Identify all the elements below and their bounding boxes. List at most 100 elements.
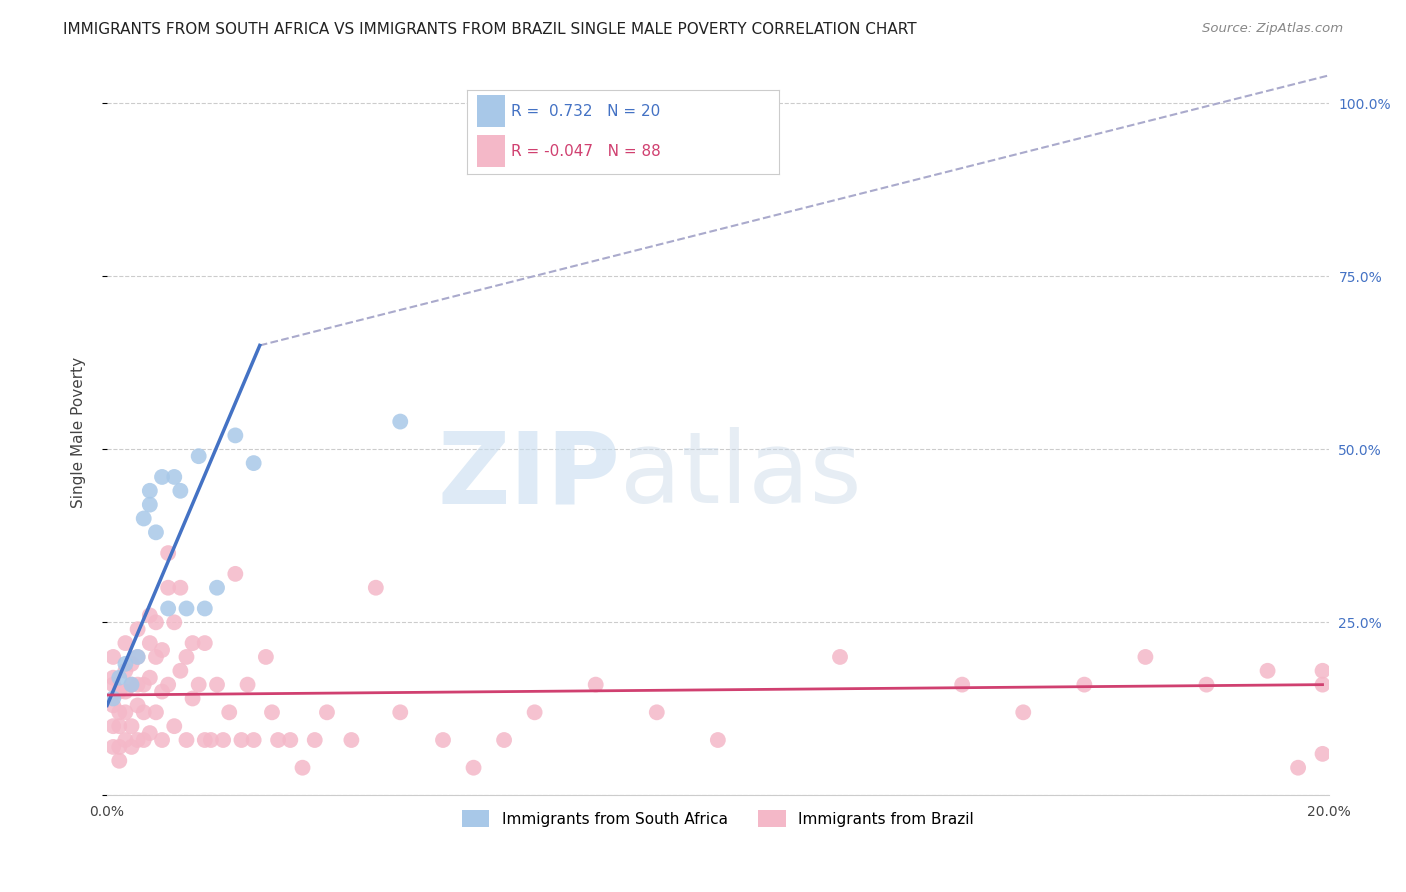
- Point: [101, 671, 124, 685]
- Point: [463, 761, 485, 775]
- Point: [340, 733, 363, 747]
- Point: [157, 581, 180, 595]
- Point: [278, 733, 301, 747]
- Point: [121, 739, 143, 754]
- Point: [132, 706, 155, 720]
- Point: [121, 719, 143, 733]
- Point: [212, 733, 235, 747]
- Point: [108, 754, 131, 768]
- Text: Source: ZipAtlas.com: Source: ZipAtlas.com: [1202, 22, 1343, 36]
- Point: [242, 733, 264, 747]
- Point: [127, 678, 149, 692]
- Point: [169, 483, 191, 498]
- Legend: Immigrants from South Africa, Immigrants from Brazil: Immigrants from South Africa, Immigrants…: [454, 802, 981, 835]
- Point: [114, 706, 136, 720]
- Point: [224, 428, 246, 442]
- Point: [157, 546, 180, 560]
- Point: [205, 581, 228, 595]
- Point: [101, 719, 124, 733]
- Point: [101, 649, 124, 664]
- Point: [1312, 664, 1334, 678]
- Text: IMMIGRANTS FROM SOUTH AFRICA VS IMMIGRANTS FROM BRAZIL SINGLE MALE POVERTY CORRE: IMMIGRANTS FROM SOUTH AFRICA VS IMMIGRAN…: [63, 22, 917, 37]
- Point: [950, 678, 973, 692]
- Point: [181, 636, 204, 650]
- Point: [114, 684, 136, 698]
- Point: [108, 706, 131, 720]
- Point: [127, 649, 149, 664]
- Point: [139, 483, 162, 498]
- Point: [139, 671, 162, 685]
- Point: [187, 449, 209, 463]
- Point: [163, 719, 186, 733]
- Point: [254, 649, 277, 664]
- Point: [187, 678, 209, 692]
- Point: [236, 678, 259, 692]
- Point: [645, 706, 668, 720]
- Point: [150, 733, 173, 747]
- Point: [108, 739, 131, 754]
- Point: [1135, 649, 1157, 664]
- Point: [1312, 747, 1334, 761]
- Point: [101, 739, 124, 754]
- Point: [108, 671, 131, 685]
- Point: [176, 601, 198, 615]
- Point: [114, 657, 136, 671]
- Point: [585, 678, 607, 692]
- Point: [224, 566, 246, 581]
- Text: ZIP: ZIP: [437, 427, 620, 524]
- Point: [194, 601, 217, 615]
- Point: [364, 581, 387, 595]
- Point: [157, 678, 180, 692]
- Point: [494, 733, 516, 747]
- Point: [169, 664, 191, 678]
- Text: atlas: atlas: [620, 427, 862, 524]
- Point: [145, 615, 167, 630]
- Point: [194, 636, 217, 650]
- Point: [304, 733, 326, 747]
- Point: [132, 511, 155, 525]
- Point: [121, 678, 143, 692]
- Point: [127, 733, 149, 747]
- Point: [218, 706, 240, 720]
- Point: [145, 706, 167, 720]
- Point: [1257, 664, 1279, 678]
- Point: [150, 684, 173, 698]
- Point: [145, 525, 167, 540]
- Point: [432, 733, 454, 747]
- Point: [316, 706, 339, 720]
- Point: [1312, 678, 1334, 692]
- Point: [139, 498, 162, 512]
- Point: [150, 643, 173, 657]
- Point: [828, 649, 851, 664]
- Point: [707, 733, 730, 747]
- Point: [1286, 761, 1309, 775]
- Point: [200, 733, 222, 747]
- Point: [291, 761, 314, 775]
- Point: [169, 581, 191, 595]
- Point: [127, 649, 149, 664]
- Point: [1012, 706, 1035, 720]
- Point: [139, 608, 162, 623]
- Point: [523, 706, 546, 720]
- Point: [101, 691, 124, 706]
- Point: [389, 706, 412, 720]
- Point: [121, 678, 143, 692]
- Point: [127, 622, 149, 636]
- Point: [114, 664, 136, 678]
- Point: [132, 733, 155, 747]
- Point: [267, 733, 290, 747]
- Point: [139, 636, 162, 650]
- Point: [150, 470, 173, 484]
- Point: [145, 649, 167, 664]
- Point: [101, 678, 124, 692]
- Point: [108, 719, 131, 733]
- Point: [176, 733, 198, 747]
- Point: [176, 649, 198, 664]
- Point: [139, 726, 162, 740]
- Point: [242, 456, 264, 470]
- Point: [1073, 678, 1095, 692]
- Point: [260, 706, 283, 720]
- Point: [181, 691, 204, 706]
- Point: [389, 415, 412, 429]
- Point: [108, 684, 131, 698]
